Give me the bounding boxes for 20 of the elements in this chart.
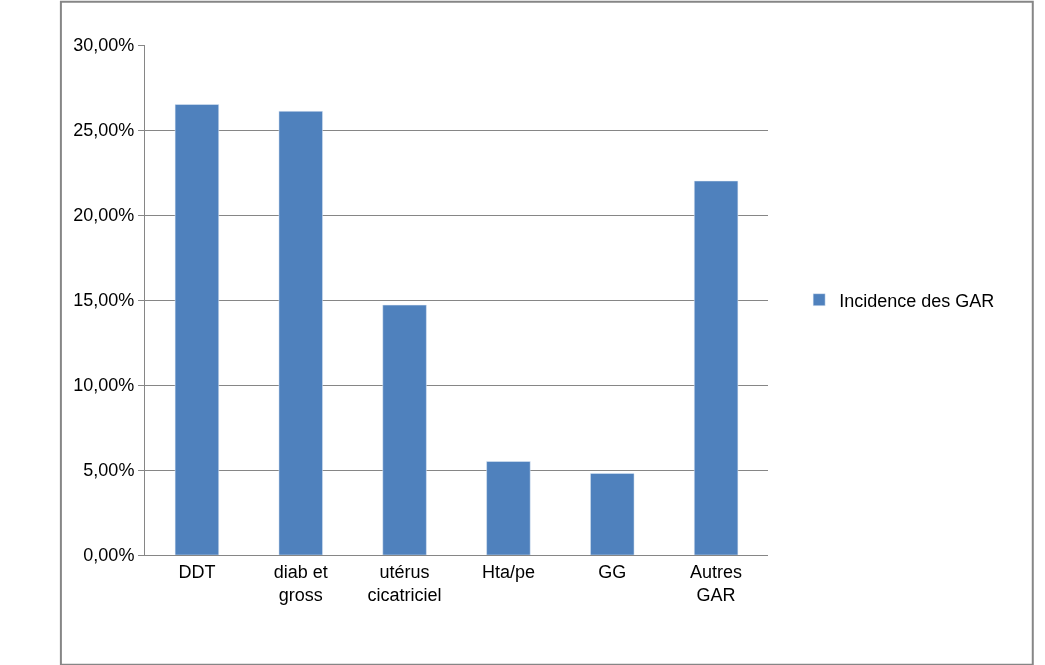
y-tick-label: 0,00% <box>83 545 135 566</box>
y-tick-label: 30,00% <box>73 35 135 56</box>
bar <box>694 180 739 555</box>
bar <box>590 473 635 555</box>
y-tick-label: 25,00% <box>73 120 135 141</box>
x-tick-label: GG <box>598 561 627 582</box>
y-tick-label: 15,00% <box>73 290 135 311</box>
x-tick-label: Hta/pe <box>481 561 535 582</box>
legend-label: Incidence des GAR <box>839 290 995 311</box>
x-tick-label: Autres GAR <box>690 561 743 605</box>
y-tick-label: 5,00% <box>83 460 135 481</box>
bar <box>486 461 531 555</box>
x-tick-label: diab et gross <box>273 561 328 605</box>
x-tick-label: DDT <box>178 561 216 582</box>
x-tick-label: utérus cicatriciel <box>367 561 442 605</box>
y-tick-label: 20,00% <box>73 205 135 226</box>
y-tick-label: 10,00% <box>73 375 135 396</box>
bar <box>174 104 219 555</box>
bar <box>278 111 323 555</box>
bar <box>382 304 427 555</box>
